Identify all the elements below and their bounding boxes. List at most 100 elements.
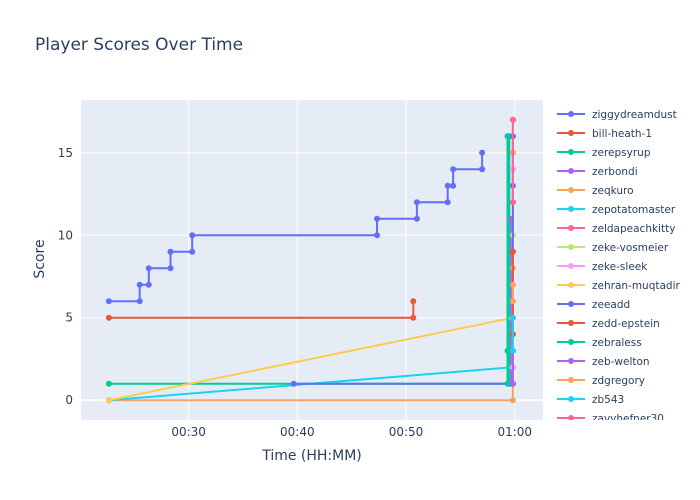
series-bill-heath-1[interactable] (105, 298, 417, 321)
legend-label: zavvhefner30 (592, 413, 664, 425)
plot-area (81, 100, 543, 420)
legend-item[interactable]: zerepsyrup (557, 147, 651, 159)
x-tick-label: 00:40 (280, 425, 315, 439)
series-zavvhefner30[interactable] (509, 116, 516, 206)
data-point[interactable] (167, 265, 174, 272)
data-point[interactable] (479, 166, 486, 173)
y-tick-label: 5 (65, 311, 73, 325)
x-axis-title: Time (HH:MM) (261, 448, 362, 464)
data-point[interactable] (410, 298, 417, 305)
legend-label: zeke-vosmeier (592, 242, 669, 254)
legend-label: zdgregory (592, 375, 645, 387)
legend-label: zeqkuro (592, 185, 634, 197)
data-point[interactable] (374, 232, 381, 239)
legend-label: zehran-muqtadir (592, 280, 681, 292)
legend-swatch-marker (568, 415, 574, 420)
data-point[interactable] (374, 215, 381, 222)
data-point[interactable] (413, 199, 420, 206)
legend-swatch-marker (568, 111, 574, 117)
y-tick-label: 10 (58, 228, 73, 242)
data-point[interactable] (450, 182, 457, 189)
y-axis-title: Score (32, 239, 48, 278)
legend-item[interactable]: zehran-muqtadir (557, 280, 681, 292)
data-point[interactable] (167, 248, 174, 255)
series-zebraless[interactable] (504, 133, 511, 387)
legend[interactable]: ziggydreamdust bill-heath-1 zerepsyrup zerb… (557, 109, 681, 425)
data-point[interactable] (189, 248, 196, 255)
legend-swatch-marker (568, 396, 574, 402)
legend-item[interactable]: zebraless (557, 337, 642, 349)
series-zb543[interactable] (509, 314, 516, 354)
x-tick-label: 00:50 (389, 425, 424, 439)
legend-label: zeeadd (592, 299, 630, 311)
data-point[interactable] (189, 232, 196, 239)
legend-label: zerbondi (592, 166, 638, 178)
data-point[interactable] (145, 265, 152, 272)
data-point[interactable] (504, 380, 511, 387)
data-point[interactable] (410, 314, 417, 321)
data-point[interactable] (479, 149, 486, 156)
legend-label: zepotatomaster (592, 204, 676, 216)
legend-item[interactable]: zeeadd (557, 299, 630, 311)
legend-item[interactable]: zedd-epstein (557, 318, 660, 330)
legend-item[interactable]: zerbondi (557, 166, 638, 178)
data-point[interactable] (136, 298, 143, 305)
legend-swatch-marker (568, 263, 574, 269)
series-layer (105, 116, 516, 404)
data-point[interactable] (509, 347, 516, 354)
legend-item[interactable]: zavvhefner30 (557, 413, 664, 425)
data-point[interactable] (136, 281, 143, 288)
data-point[interactable] (509, 380, 516, 387)
legend-swatch-marker (568, 206, 574, 212)
data-point[interactable] (509, 248, 516, 255)
data-point[interactable] (450, 166, 457, 173)
legend-item[interactable]: zb543 (557, 394, 624, 406)
data-point[interactable] (105, 314, 112, 321)
data-point[interactable] (509, 116, 516, 123)
legend-swatch-marker (568, 149, 574, 155)
data-point[interactable] (145, 281, 152, 288)
data-point[interactable] (509, 298, 516, 305)
legend-label: bill-heath-1 (592, 128, 652, 140)
legend-item[interactable]: zeqkuro (557, 185, 634, 197)
legend-swatch-marker (568, 339, 574, 345)
legend-label: zb543 (592, 394, 624, 406)
legend-item[interactable]: zeb-welton (557, 356, 650, 368)
legend-label: zeldapeachkitty (592, 223, 675, 235)
legend-item[interactable]: zeldapeachkitty (557, 223, 675, 235)
legend-item[interactable]: bill-heath-1 (557, 128, 652, 140)
legend-item[interactable]: zepotatomaster (557, 204, 676, 216)
y-tick-label: 0 (65, 393, 73, 407)
data-point[interactable] (509, 199, 516, 206)
data-point[interactable] (509, 281, 516, 288)
legend-item[interactable]: zeke-vosmeier (557, 242, 669, 254)
data-point[interactable] (105, 397, 112, 404)
legend-swatch-marker (568, 320, 574, 326)
legend-swatch-marker (568, 168, 574, 174)
legend-swatch-marker (568, 244, 574, 250)
legend-item[interactable]: zdgregory (557, 375, 645, 387)
data-point[interactable] (444, 199, 451, 206)
legend-label: zerepsyrup (592, 147, 651, 159)
data-point[interactable] (105, 298, 112, 305)
data-point[interactable] (509, 397, 516, 404)
data-point[interactable] (105, 380, 112, 387)
series-ziggydreamdust[interactable] (105, 149, 486, 305)
series-zdgregory[interactable] (509, 281, 516, 305)
legend-item[interactable]: ziggydreamdust (557, 109, 677, 121)
legend-swatch-marker (568, 187, 574, 193)
x-tick-label: 00:30 (171, 425, 206, 439)
data-point[interactable] (504, 133, 511, 140)
data-point[interactable] (444, 182, 451, 189)
legend-label: zeke-sleek (592, 261, 648, 273)
y-tick-label: 15 (58, 146, 73, 160)
ticks: 0 5 10 15 00:30 00:40 00:50 01:00 (58, 146, 532, 439)
data-point[interactable] (413, 215, 420, 222)
data-point[interactable] (509, 314, 516, 321)
legend-item[interactable]: zeke-sleek (557, 261, 648, 273)
data-point[interactable] (504, 347, 511, 354)
legend-swatch-marker (568, 358, 574, 364)
legend-swatch-marker (568, 130, 574, 136)
data-point[interactable] (290, 380, 297, 387)
